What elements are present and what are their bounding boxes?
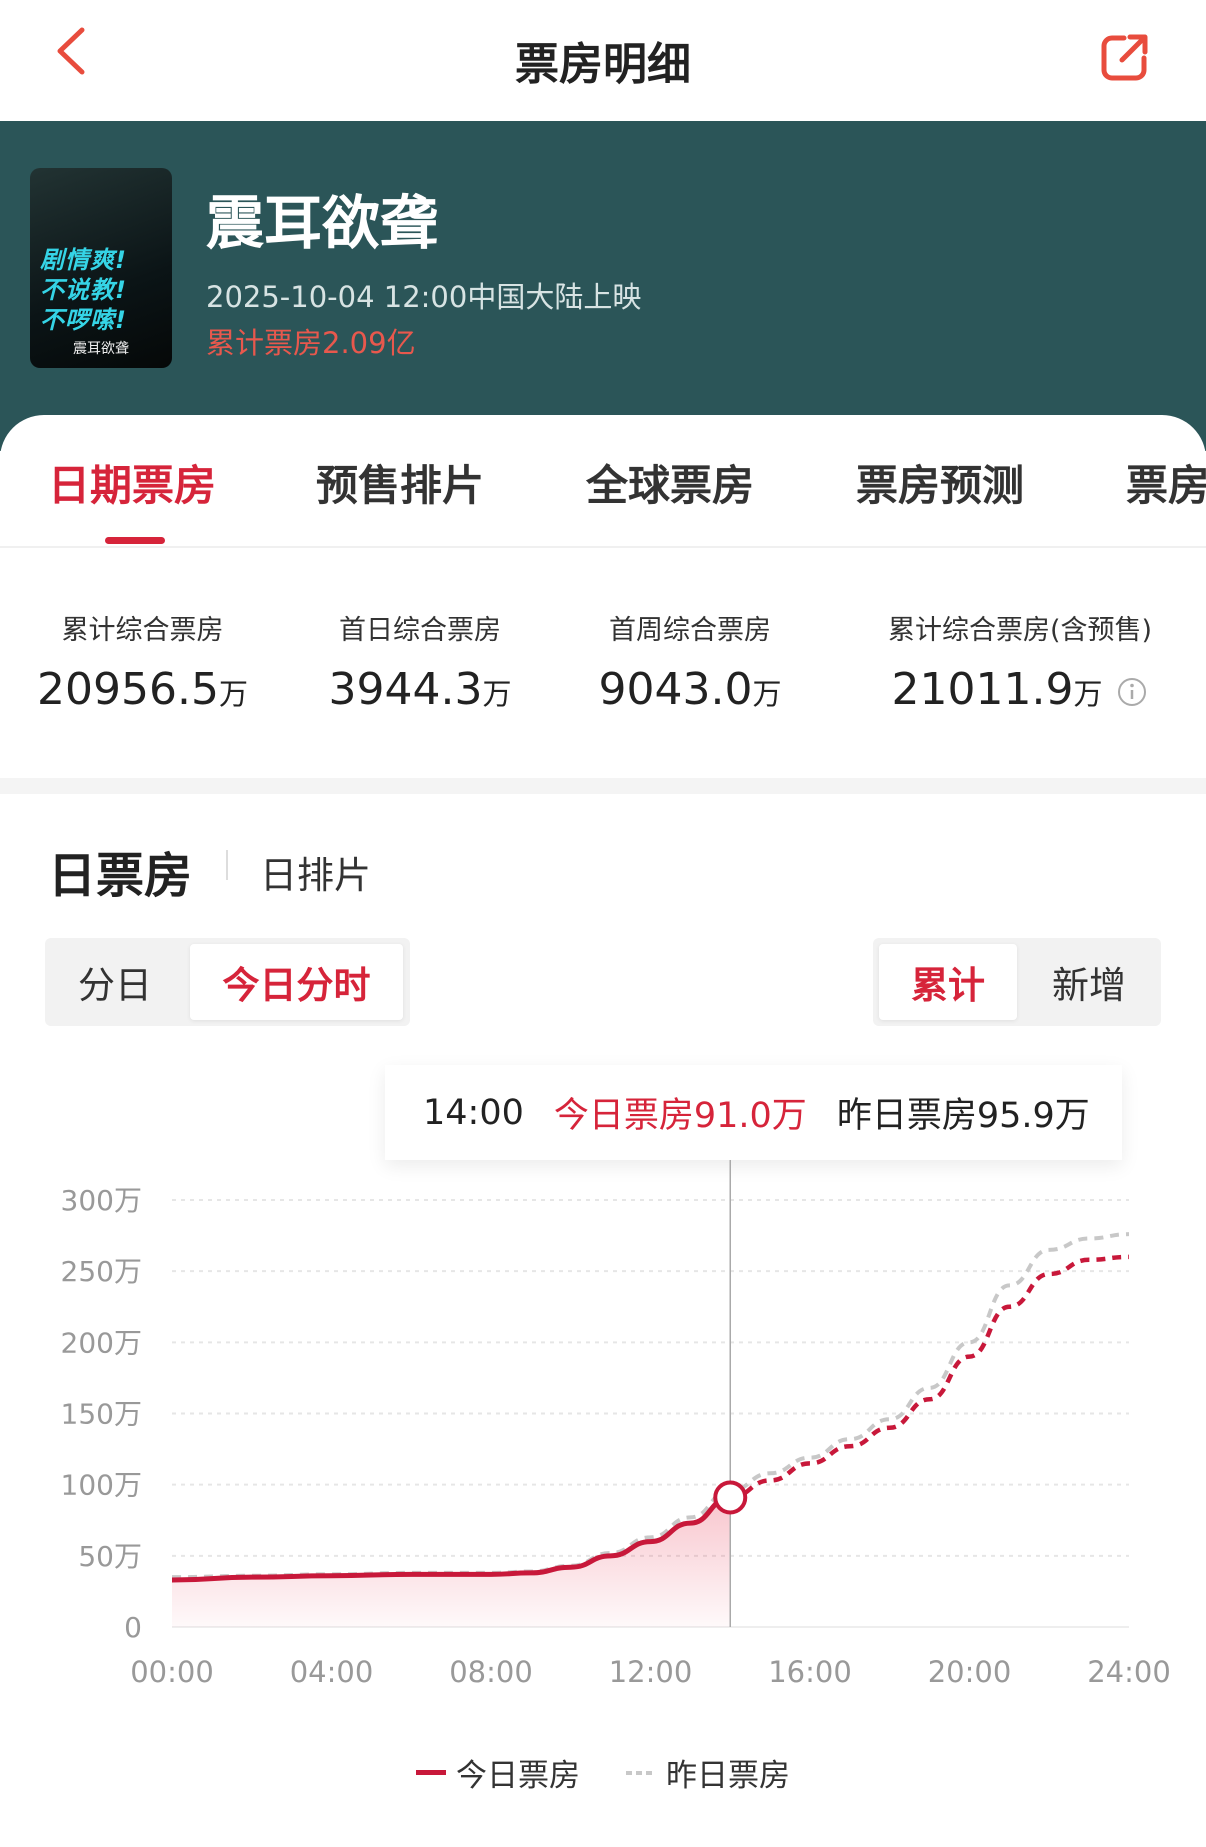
y-tick-label: 150万 <box>61 1398 142 1431</box>
divider <box>0 546 1206 548</box>
mode-toggle: 分日 今日分时 <box>45 938 410 1026</box>
box-office-chart[interactable]: 0 50万 100万 150万 200万 250万 300万 00:00 04:00 08:00 1… <box>0 1160 1206 1720</box>
chart-legend: 今日票房 昨日票房 <box>0 1750 1206 1795</box>
tab-presale[interactable]: 预售排片 <box>316 461 485 510</box>
toggle-increment[interactable]: 新增 <box>1052 964 1126 1007</box>
series-yesterday-line <box>171 1232 1130 1580</box>
section-title[interactable]: 日票房 <box>48 848 193 904</box>
top-bar: 票房明细 <box>0 0 1206 121</box>
toggle-cumulative[interactable]: 累计 <box>879 944 1017 1020</box>
y-tick-label: 300万 <box>61 1184 142 1217</box>
series-today-forecast-line <box>730 1254 1130 1500</box>
movie-title: 震耳欲聋 <box>206 189 439 257</box>
divider <box>226 850 228 880</box>
section-separator <box>0 778 1206 794</box>
poster-text: 不啰嗦! <box>40 306 127 334</box>
legend-yesterday[interactable]: 昨日票房 <box>626 1750 790 1795</box>
stat-label: 累计综合票房 <box>61 615 224 646</box>
y-tick-label: 0 <box>124 1611 142 1644</box>
legend-dashed-line-icon <box>626 1770 656 1775</box>
section-subtitle[interactable]: 日排片 <box>260 854 371 897</box>
metric-toggle: 累计 新增 <box>873 938 1161 1026</box>
poster-text: 剧情爽! <box>40 246 127 274</box>
x-tick-label: 20:00 <box>928 1655 1012 1689</box>
tab-more[interactable]: 票房 <box>1126 461 1206 510</box>
series-today-area <box>172 1497 731 1627</box>
tooltip-time: 14:00 <box>423 1092 524 1133</box>
tab-underline <box>105 537 165 544</box>
chevron-left-icon[interactable] <box>52 26 92 76</box>
y-tick-label: 200万 <box>61 1326 142 1359</box>
legend-label: 今日票房 <box>456 1758 580 1794</box>
tab-forecast[interactable]: 票房预测 <box>856 461 1025 510</box>
poster-text: 不说教! <box>40 276 127 304</box>
x-tick-label: 12:00 <box>609 1655 693 1689</box>
y-tick-label: 250万 <box>61 1255 142 1288</box>
tooltip-yesterday: 昨日票房95.9万 <box>836 1096 1090 1136</box>
stat-value: 3944.3万 <box>328 664 512 715</box>
x-tick-label: 08:00 <box>449 1655 533 1689</box>
stat-label: 首日综合票房 <box>339 615 501 646</box>
tooltip-today: 今日票房91.0万 <box>553 1096 807 1136</box>
tab-date-box-office[interactable]: 日期票房 <box>48 461 217 510</box>
x-tick-label: 24:00 <box>1087 1655 1171 1689</box>
x-tick-label: 00:00 <box>130 1655 214 1689</box>
legend-today[interactable]: 今日票房 <box>416 1750 580 1795</box>
total-box-office: 累计票房2.09亿 <box>206 326 416 360</box>
share-icon[interactable] <box>1098 30 1152 84</box>
stat-label: 累计综合票房(含预售) <box>887 615 1153 646</box>
chart-tooltip: 14:00 今日票房91.0万 昨日票房95.9万 <box>385 1065 1122 1160</box>
info-icon[interactable] <box>1116 676 1148 708</box>
tab-global[interactable]: 全球票房 <box>586 461 755 510</box>
movie-poster[interactable]: 剧情爽! 不说教! 不啰嗦! 震耳欲聋 <box>30 168 172 368</box>
stat-value: 9043.0万 <box>598 664 782 715</box>
stat-value: 21011.9万 <box>880 664 1160 715</box>
y-tick-label: 100万 <box>61 1469 142 1502</box>
cursor-point <box>713 1480 748 1515</box>
toggle-today-hourly[interactable]: 今日分时 <box>190 944 403 1020</box>
stat-value: 20956.5万 <box>37 664 248 715</box>
release-info: 2025-10-04 12:00中国大陆上映 <box>206 280 642 314</box>
legend-label: 昨日票房 <box>666 1758 790 1794</box>
stat-label: 首周综合票房 <box>609 615 771 646</box>
toggle-by-day[interactable]: 分日 <box>78 964 152 1007</box>
legend-solid-line-icon <box>416 1769 446 1775</box>
x-tick-label: 04:00 <box>290 1655 374 1689</box>
series-today-line <box>171 1494 731 1583</box>
x-tick-label: 16:00 <box>768 1655 852 1689</box>
poster-logo: 震耳欲聋 <box>73 341 129 357</box>
page-title: 票房明细 <box>515 39 691 90</box>
movie-banner <box>0 121 1206 451</box>
y-tick-label: 50万 <box>78 1540 142 1573</box>
